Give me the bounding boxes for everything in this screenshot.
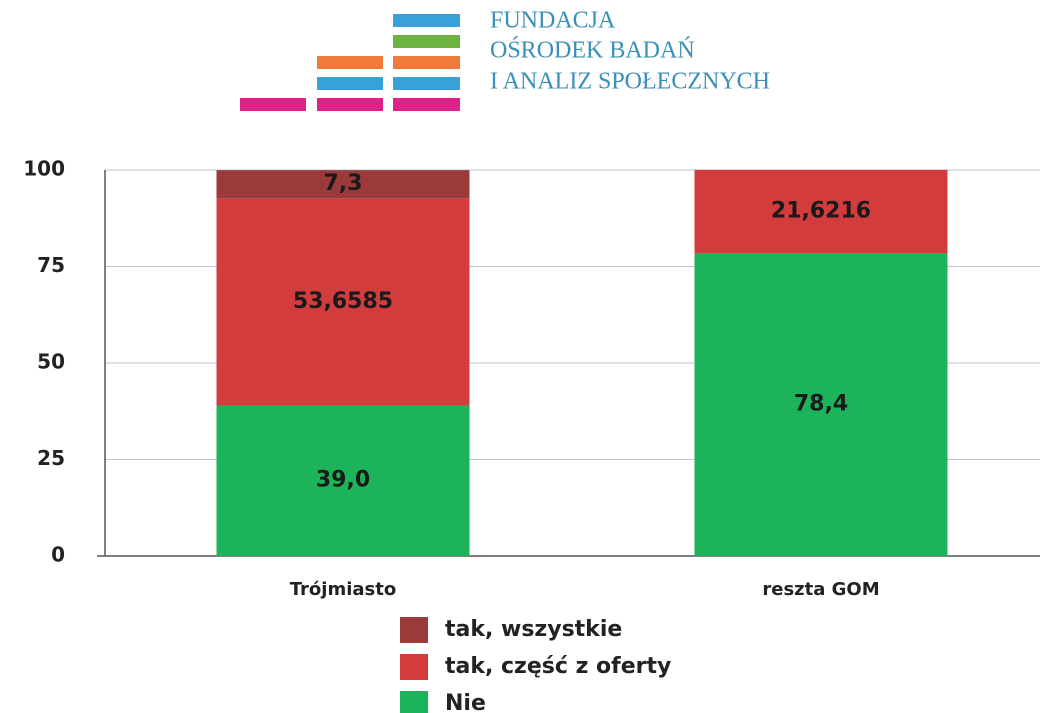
y-tick-label: 100	[23, 157, 65, 181]
logo-text: I ANALIZ SPOŁECZNYCH	[490, 69, 770, 95]
bar-segment	[216, 170, 470, 199]
logo-mark	[240, 14, 460, 111]
legend-label: tak, wszystkie	[445, 617, 622, 642]
logo-text: OŚRODEK BADAŃ	[490, 37, 695, 64]
bar-segment	[694, 253, 948, 556]
value-label: 39,0	[316, 468, 370, 493]
value-label: 7,3	[324, 171, 363, 196]
x-tick-label: reszta GOM	[762, 579, 879, 600]
logo-text: FUNDACJA	[490, 8, 616, 34]
bar-segment	[216, 405, 470, 556]
y-tick-label: 50	[37, 350, 65, 374]
bar-segment	[694, 169, 948, 254]
x-tick-label: Trójmiasto	[290, 579, 396, 600]
y-tick-label: 75	[37, 253, 65, 277]
bar-segment	[216, 198, 470, 406]
value-label: 78,4	[794, 392, 848, 417]
legend-label: Nie	[445, 691, 486, 713]
y-tick-label: 0	[51, 543, 65, 567]
legend-swatch	[400, 654, 428, 680]
legend-label: tak, część z oferty	[445, 654, 671, 679]
legend-swatch	[400, 691, 428, 713]
value-label: 21,6216	[771, 199, 871, 224]
y-tick-label: 25	[37, 446, 65, 470]
value-label: 53,6585	[293, 289, 393, 314]
legend-swatch	[400, 617, 428, 643]
